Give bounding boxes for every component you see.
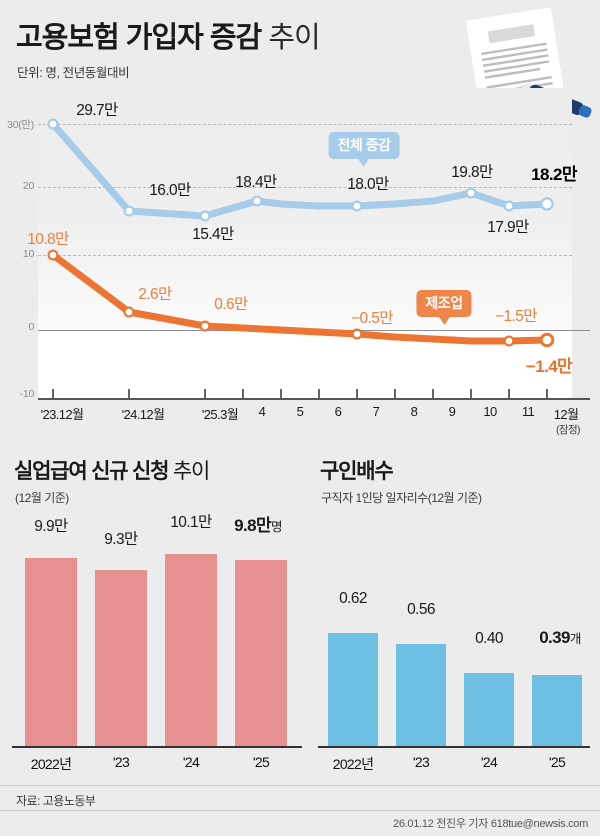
bar-right-25 (532, 675, 582, 746)
bottom-right-chart: 0.62 0.56 0.40 0.39개 2022년 '23 '24 '25 (310, 520, 600, 772)
bar-left-cat-24: '24 (182, 754, 200, 770)
bar-left-23 (95, 570, 147, 746)
bar-left-label-23: 9.3만 (104, 531, 138, 548)
page-title: 고용보험 가입자 증감 추이 (16, 14, 321, 56)
xlabel-9: 10 (483, 404, 497, 419)
label-total-m12: 18.2만 (531, 165, 577, 184)
xlabel-8: 9 (448, 404, 456, 419)
bar-left-label-24: 10.1만 (170, 514, 212, 531)
ytick-20: 20 (22, 180, 34, 192)
unit-note: 단위: 명, 전년동월대비 (17, 66, 130, 80)
series-markers-manufacturing (47, 249, 555, 348)
xlabel-6: 7 (372, 404, 380, 419)
label-mfg-2412: 2.6만 (138, 286, 172, 303)
bar-left-label-25-value: 9.8만 (234, 516, 271, 535)
x-tick-marks (52, 389, 548, 398)
bar-right-cat-23: '23 (412, 754, 430, 770)
xlabel-5: 6 (334, 404, 342, 419)
bar-left-cat-25: '25 (252, 754, 270, 770)
series-line-manufacturing (49, 251, 551, 345)
label-total-2503: 18.4만 (235, 174, 277, 191)
bar-left-label-2022: 9.9만 (34, 518, 68, 535)
label-mfg-m7: −0.5만 (351, 310, 393, 327)
bottom-left-baseline (12, 746, 302, 748)
bottom-right-baseline (318, 746, 590, 748)
label-mfg-m11: −1.5만 (495, 308, 537, 325)
gridline-20 (38, 187, 572, 188)
ytick-0: 0 (28, 321, 34, 333)
gridline-30 (38, 124, 572, 125)
bar-left-24 (165, 554, 217, 746)
xlabel-11: 12월 (553, 407, 579, 422)
label-total-dip: 15.4만 (192, 226, 234, 243)
xlabel-4: 5 (296, 404, 304, 419)
ytick-30: 30(만) (7, 119, 34, 131)
bar-left-25 (235, 560, 287, 746)
bar-right-2022 (328, 633, 378, 746)
bar-right-label-25: 0.39개 (539, 628, 581, 648)
x-axis-line (38, 398, 590, 400)
series-markers-total (47, 118, 554, 222)
legend-badge-manufacturing: 제조업 (416, 290, 472, 325)
main-line-chart: 30(만) 20 10 0 -10 (0, 88, 600, 448)
bar-left-label-25: 9.8만명 (234, 511, 282, 536)
legend-badge-total: 전체 증감 (328, 132, 400, 167)
xlabel-0: '23.12월 (40, 407, 84, 422)
bar-right-24 (464, 673, 514, 746)
xlabel-1: '24.12월 (121, 407, 165, 422)
bar-right-cat-2022: 2022년 (332, 756, 374, 772)
label-total-m11: 17.9만 (487, 219, 529, 236)
bar-right-cat-24: '24 (480, 754, 498, 770)
footer-divider-top (0, 785, 600, 786)
label-mfg-2312: 10.8만 (27, 231, 69, 248)
label-mfg-2503: 0.6만 (214, 296, 248, 313)
bottom-right-caption: 구직자 1인당 일자리수(12월 기준) (321, 491, 482, 505)
bar-right-label-24: 0.40 (475, 630, 503, 647)
bar-left-cat-2022: 2022년 (30, 756, 72, 772)
footer-divider-bottom (0, 810, 600, 811)
label-total-2312: 29.7만 (76, 102, 118, 119)
page-title-bold: 고용보험 가입자 증감 (16, 22, 262, 54)
xlabel-2: '25.3월 (201, 407, 239, 422)
xlabel-7: 8 (410, 404, 418, 419)
bottom-left-caption: (12월 기준) (15, 491, 69, 505)
label-total-m10: 19.8만 (451, 164, 493, 181)
ytick-neg10: -10 (19, 388, 35, 400)
label-total-2412: 16.0만 (149, 182, 191, 199)
series-svg (47, 118, 555, 398)
page-title-light: 추이 (268, 22, 320, 54)
label-mfg-m12: −1.4만 (525, 357, 573, 376)
source-note: 자료: 고용노동부 (16, 794, 96, 808)
xlabel-note: (잠정) (556, 424, 581, 436)
bar-right-label-25-suffix: 개 (569, 632, 582, 646)
bar-left-cat-23: '23 (112, 754, 130, 770)
credit-line: 26.01.12 전진우 기자 618tue@newsis.com (393, 818, 588, 830)
bar-right-label-2022: 0.62 (339, 590, 367, 607)
bottom-left-title-bold: 실업급여 신규 신청 (14, 460, 169, 483)
bottom-left-chart: 9.9만 9.3만 10.1만 9.8만명 2022년 '23 '24 '25 (0, 514, 310, 772)
xlabel-3: 4 (258, 404, 266, 419)
bar-right-label-25-value: 0.39 (539, 628, 570, 647)
xlabel-10: 11 (521, 404, 535, 419)
gridline-10 (38, 255, 572, 256)
bar-right-23 (396, 644, 446, 746)
ytick-10: 10 (22, 248, 34, 260)
series-line-total (49, 120, 551, 220)
bar-left-label-25-suffix: 명 (270, 520, 283, 534)
bottom-left-title-light: 추이 (172, 460, 210, 483)
label-total-m7: 18.0만 (347, 176, 389, 193)
bottom-right-title: 구인배수 (320, 460, 394, 483)
bar-right-label-23: 0.56 (407, 601, 435, 618)
bar-left-2022 (25, 558, 77, 746)
bottom-left-title: 실업급여 신규 신청 추이 (14, 455, 210, 485)
bar-right-cat-25: '25 (548, 754, 566, 770)
